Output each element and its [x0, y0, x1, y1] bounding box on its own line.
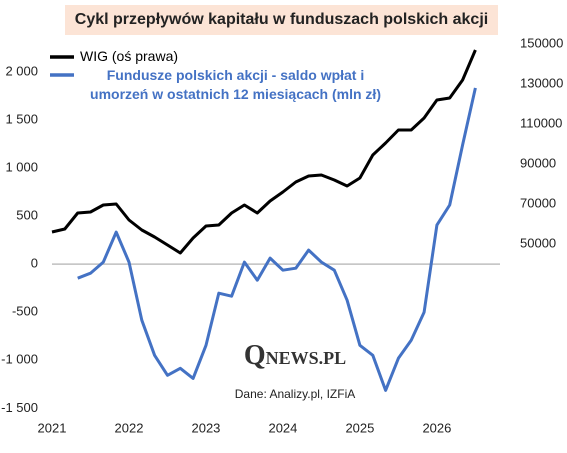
logo-text: NEWS.PL	[265, 348, 347, 368]
x-tick-label: 2023	[191, 420, 220, 435]
source: Dane: Analizy.pl, IZFiA	[234, 387, 356, 401]
series-line	[51, 49, 477, 255]
x-tick-label: 2022	[115, 420, 144, 435]
chart-title: Cykl przepływów kapitału w funduszach po…	[65, 5, 498, 35]
y-tick-label: -1 500	[1, 400, 38, 415]
y-tick-label: 0	[31, 256, 38, 271]
y2-tick-label: 70000	[520, 195, 556, 210]
x-tick-label: 2025	[345, 420, 374, 435]
x-tick-label: 2021	[38, 420, 67, 435]
y-tick-label: 1 500	[5, 111, 38, 126]
y2-tick-label: 150000	[520, 35, 563, 50]
y-tick-label: 500	[16, 208, 38, 223]
y-tick-label: 1 000	[5, 159, 38, 174]
logo-letter: Q	[243, 340, 266, 371]
legend-entry: WIG (oś prawa)	[80, 48, 179, 64]
logo: QNEWS.PL	[230, 340, 360, 372]
x-tick-label: 2024	[268, 420, 297, 435]
y-tick-label: 2 000	[5, 63, 38, 78]
x-tick-label: 2026	[422, 420, 451, 435]
series-line	[77, 87, 477, 392]
legend-entry: Fundusze polskich akcji - saldo wpłat i …	[90, 67, 381, 102]
y2-tick-label: 110000	[520, 115, 562, 130]
y-tick-label: -1 000	[1, 352, 38, 367]
y2-tick-label: 90000	[520, 155, 556, 170]
y-tick-label: -500	[12, 304, 38, 319]
y2-tick-label: 130000	[520, 75, 563, 90]
y2-tick-label: 50000	[520, 235, 556, 250]
